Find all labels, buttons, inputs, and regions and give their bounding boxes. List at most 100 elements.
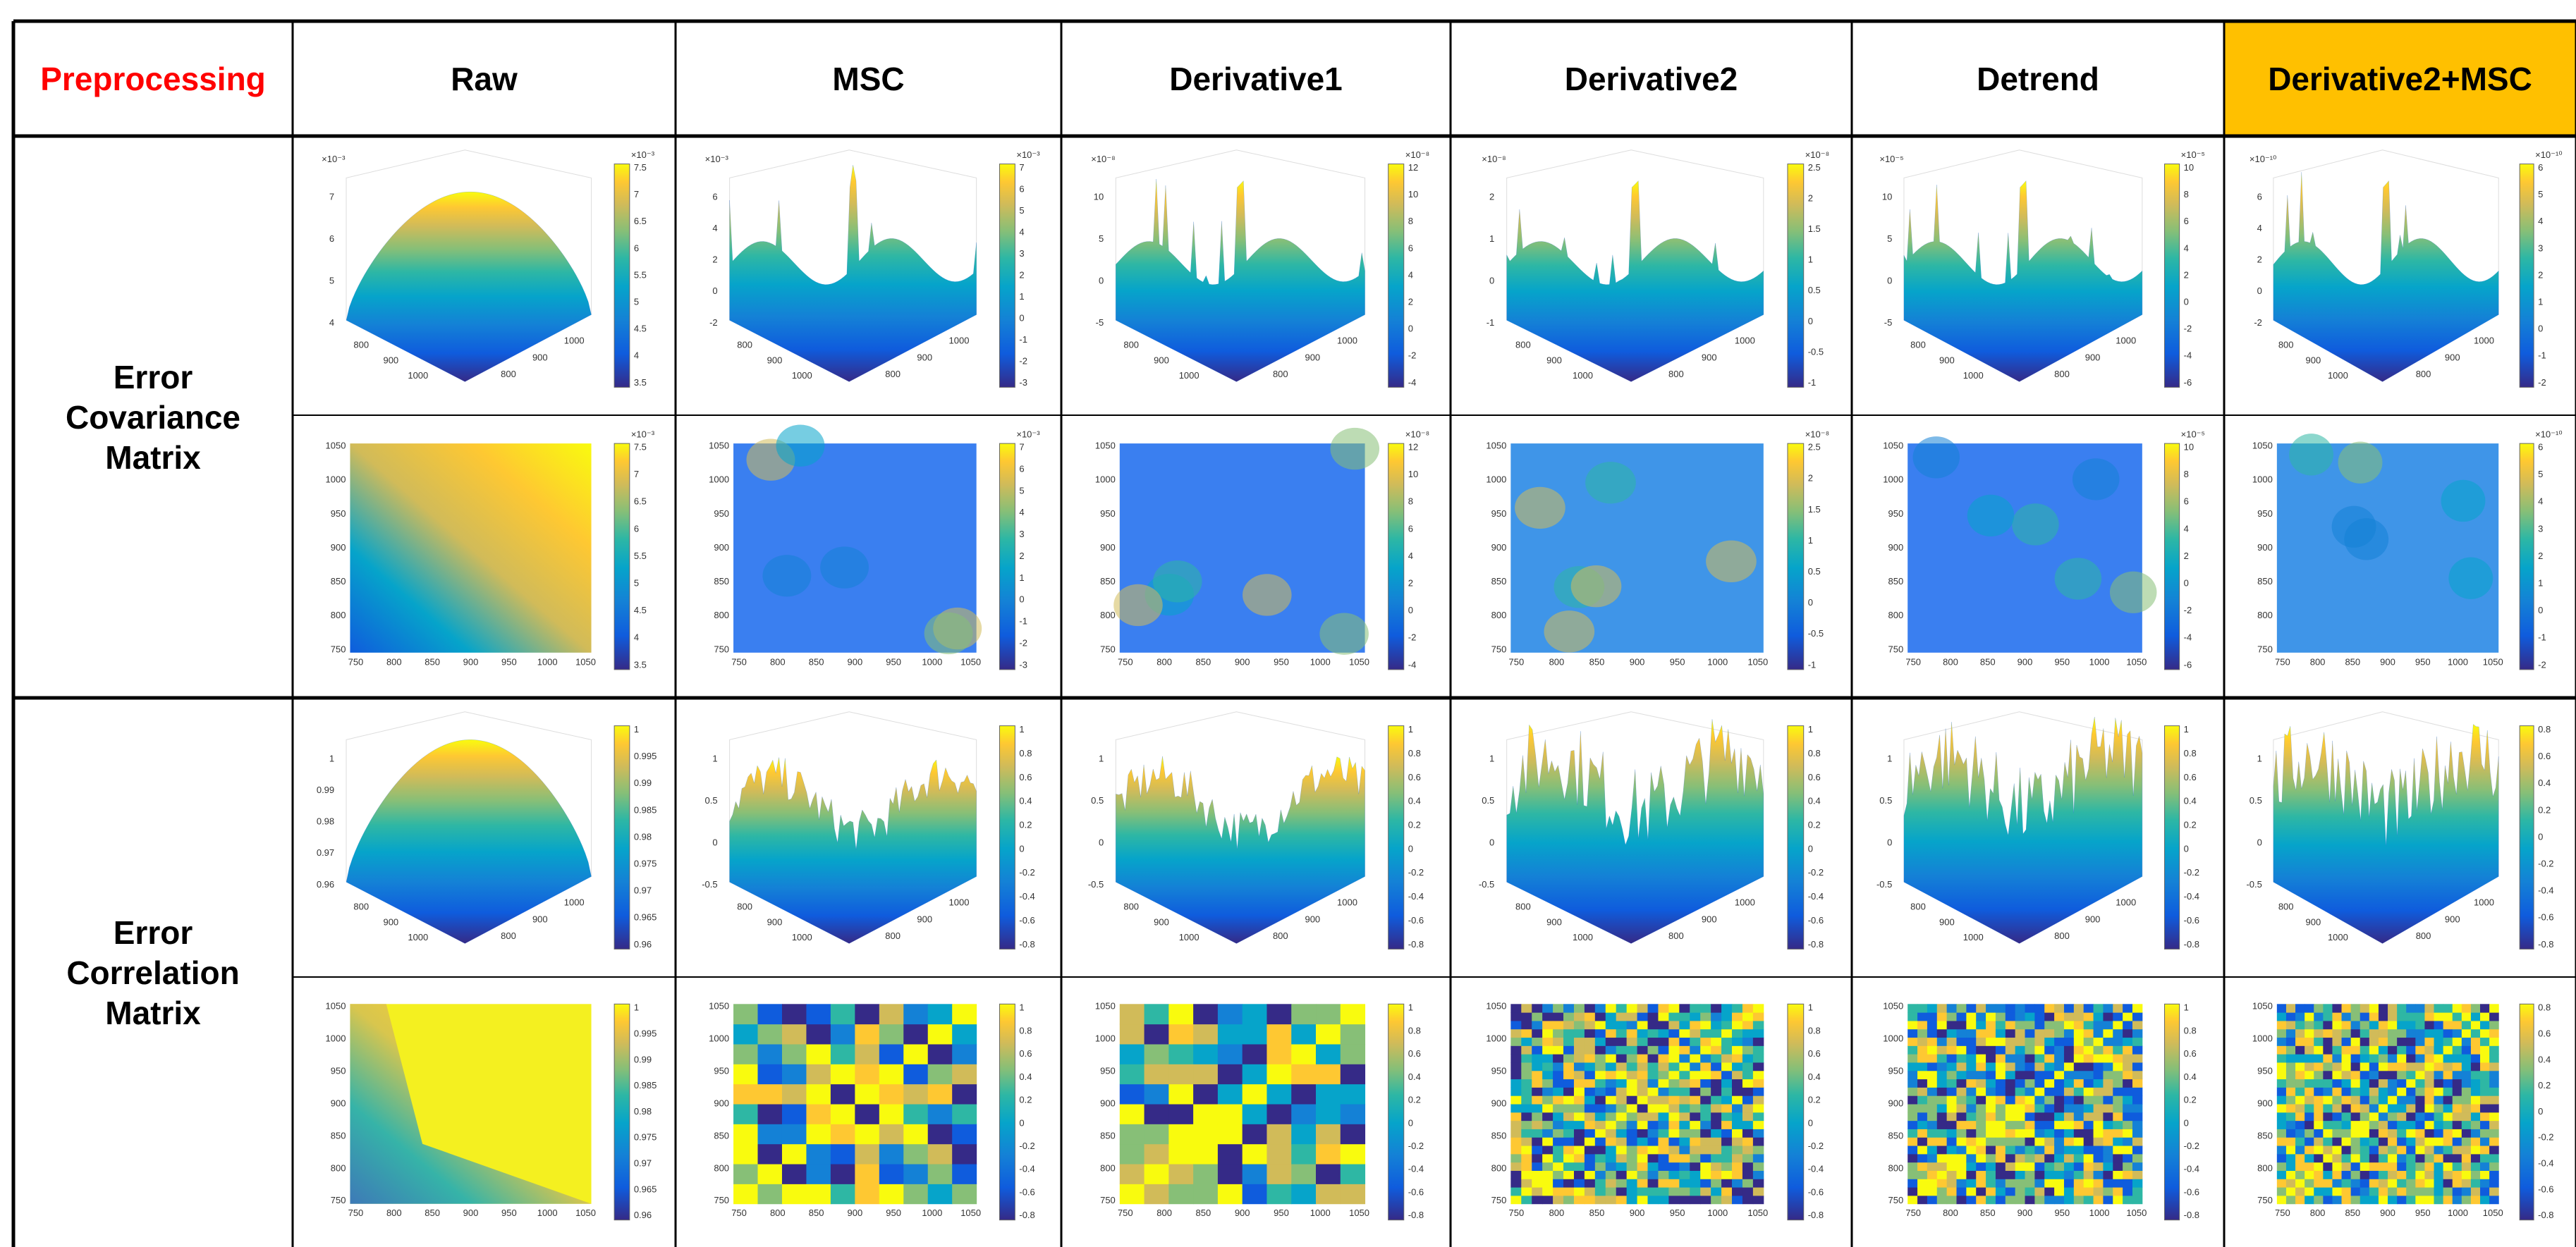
heatmap-cell: [1742, 1062, 1753, 1071]
heatmap-cell: [1957, 1054, 1967, 1062]
heatmap-cell: [2360, 1004, 2370, 1012]
heatmap-cell: [1700, 1145, 1711, 1154]
heatmap-cell: [1907, 1129, 1917, 1137]
heatmap-cell: [1753, 1087, 1764, 1095]
heatmap-cell: [782, 1144, 807, 1165]
colorbar-tick-label: 0.975: [634, 859, 657, 869]
colorbar-tick-label: 0.4: [1808, 1071, 1821, 1082]
heatmap-cell: [2103, 1095, 2113, 1104]
heatmap-cell: [2388, 1154, 2398, 1162]
heatmap-cell: [2424, 1038, 2434, 1046]
heatmap-cell: [2480, 1079, 2490, 1088]
heatmap-cell: [1574, 1079, 1585, 1088]
heatmap-cell: [2462, 1196, 2472, 1204]
y-tick-label: 1000: [1735, 897, 1755, 908]
y-tick-label: 900: [2257, 542, 2273, 553]
heatmap-cell: [2132, 1170, 2142, 1179]
heatmap-cell: [2295, 1112, 2305, 1121]
heatmap-cell: [2351, 1121, 2361, 1129]
y-tick-label: 1050: [326, 1001, 346, 1012]
heatmap-cell: [2025, 1038, 2035, 1046]
heatmap-cell: [1927, 1045, 1937, 1054]
heatmap-cell: [2342, 1129, 2352, 1137]
heatmap-cell: [1927, 1170, 1937, 1179]
heatmap-cell: [1648, 1079, 1659, 1088]
colorbar-tick-label: 0.5: [1808, 285, 1821, 295]
heatmap-cell: [2305, 1012, 2314, 1021]
heatmap-cell: [2006, 1004, 2015, 1012]
x-tick-label: 750: [731, 656, 747, 667]
heatmap-cell: [2443, 1129, 2453, 1137]
heatmap-cell: [1742, 1012, 1753, 1021]
heatmap-cell: [1510, 1112, 1521, 1121]
y-tick-label: 800: [2054, 930, 2070, 941]
x-tick-label: 1000: [2448, 656, 2468, 667]
heatmap-cell: [2094, 1071, 2104, 1079]
heatmap-cell: [1266, 1024, 1291, 1045]
heatmap-cell: [1606, 1187, 1616, 1196]
heatmap-cell: [1553, 1112, 1563, 1121]
y-tick-label: 900: [1702, 352, 1717, 362]
colorbar-exponent: ×10⁻³: [631, 429, 655, 440]
heatmap-cell: [1742, 1079, 1753, 1088]
colorbar-tick-label: -0.8: [2184, 939, 2199, 950]
heatmap-cell: [1700, 1029, 1711, 1038]
heatmap-cell: [1742, 1029, 1753, 1038]
heatmap-cell: [831, 1124, 855, 1144]
heatmap-cell: [2453, 1104, 2462, 1112]
heatmap-cell: [2424, 1187, 2434, 1196]
heatmap-cell: [1690, 1079, 1700, 1088]
heatmap-cell: [1627, 1129, 1637, 1137]
heatmap-cell: [2034, 1004, 2044, 1012]
z-tick-label: 4: [329, 317, 334, 328]
heatmap-cell: [1542, 1079, 1553, 1088]
heatmap-cell: [1976, 1179, 1986, 1187]
y-tick-label: 850: [714, 576, 729, 586]
heatmap-cell: [1168, 1004, 1193, 1024]
heatmap-cell: [2006, 1137, 2015, 1145]
heatmap-cell: [1711, 1029, 1721, 1038]
heatmap-cell: [2323, 1079, 2333, 1088]
heatmap-cell: [2025, 1179, 2035, 1187]
heatmap-cell: [1574, 1045, 1585, 1054]
heatmap-cell: [2015, 1095, 2025, 1104]
heatmap-cell: [1711, 1021, 1721, 1029]
heatmap-cell: [903, 1004, 928, 1024]
heatmap-cell: [2084, 1145, 2094, 1154]
heatmap-cell: [1690, 1029, 1700, 1038]
y-tick-label: 1000: [2474, 897, 2494, 908]
x-tick-label: 850: [1589, 656, 1605, 667]
x-tick-label: 850: [1980, 1208, 1996, 1218]
heatmap-cell: [2388, 1095, 2398, 1104]
heatmap-cell: [1721, 1087, 1732, 1095]
heatmap-cell: [1668, 1162, 1679, 1171]
z-tick-label: -0.5: [1479, 879, 1494, 890]
heatmap-cell: [1721, 1079, 1732, 1088]
y-tick-label: 900: [2085, 352, 2101, 362]
heatmap-cell: [1732, 1112, 1742, 1121]
y-tick-label: 1000: [949, 336, 970, 346]
heatmap-cell: [2006, 1162, 2015, 1171]
heatmap-cell: [2388, 1004, 2398, 1012]
heatmap-cell: [1711, 1045, 1721, 1054]
heatmap-cell: [1616, 1129, 1627, 1137]
colorbar-tick-label: 6: [1019, 184, 1024, 195]
heatmap-cell: [1927, 1187, 1937, 1196]
heatmap-cell: [1957, 1129, 1967, 1137]
y-tick-label: 1000: [1337, 336, 1357, 346]
heatmap-cell: [2034, 1112, 2044, 1121]
heatmap-cell: [2286, 1112, 2296, 1121]
heatmap-cell: [1341, 1064, 1365, 1084]
heatmap-cell: [2351, 1029, 2361, 1038]
heatmap-cell: [1585, 1012, 1595, 1021]
heatmap-cell: [2351, 1004, 2361, 1012]
colorbar-tick-label: -0.6: [1808, 915, 1824, 926]
x-tick-label: 1000: [1179, 932, 1200, 942]
heatmap-cell: [1966, 1095, 1976, 1104]
colorbar-tick-label: 1: [1019, 1002, 1024, 1013]
heatmap-cell: [831, 1084, 855, 1105]
heatmap-cell: [2074, 1129, 2084, 1137]
heatmap-cell: [1291, 1184, 1316, 1204]
heatmap-cell: [1947, 1170, 1957, 1179]
heatmap-cell: [2434, 1187, 2444, 1196]
